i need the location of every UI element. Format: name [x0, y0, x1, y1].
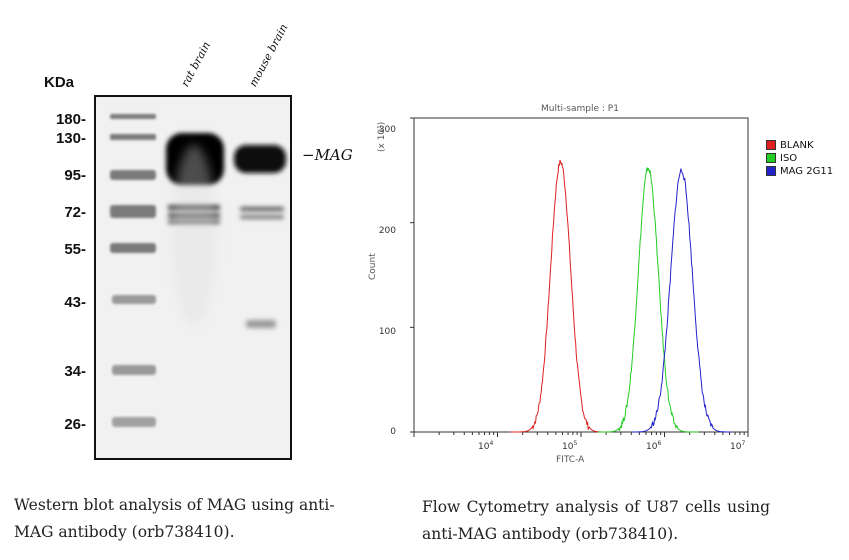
axis-ticks — [410, 117, 749, 437]
mw-marker-55: 55- — [64, 241, 86, 258]
y-axis-label: Count — [368, 253, 378, 280]
legend-item-blank: BLANK — [766, 140, 814, 152]
x-tick-label: 105 — [562, 440, 578, 452]
legend-item-mag-2g11: MAG 2G11 — [766, 166, 833, 178]
y-tick-label: 0 — [390, 427, 396, 437]
series-line-iso — [598, 167, 699, 433]
western-blot-caption: Western blot analysis of MAG using anti-… — [14, 496, 335, 541]
legend-swatch — [766, 153, 776, 163]
legend-swatch — [766, 140, 776, 150]
chart-title: Multi-sample : P1 — [541, 104, 619, 114]
x-tick-label: 106 — [646, 440, 662, 452]
mw-marker-95: 95- — [64, 167, 86, 184]
legend-swatch — [766, 166, 776, 176]
legend-item-iso: ISO — [766, 153, 797, 165]
mw-marker-26: 26- — [64, 416, 86, 433]
x-tick-label: 107 — [730, 440, 746, 452]
lane-mouse-brain-bands — [234, 145, 286, 328]
lane-label-rat-brain: rat brain — [178, 39, 214, 89]
y-tick-label: 200 — [378, 226, 396, 236]
y-tick-label: 300 — [378, 125, 396, 135]
lane-label-mouse-brain: mouse brain — [246, 21, 291, 90]
flow-cytometry-caption: Flow Cytometry analysis of U87 cells usi… — [422, 498, 770, 543]
mw-marker-72: 72- — [64, 204, 86, 221]
mw-marker-180: 180- — [55, 111, 86, 128]
series-line-mag-2g11 — [631, 168, 732, 433]
x-axis-label: FITC-A — [556, 455, 585, 465]
ladder-bands — [110, 114, 156, 427]
mag-band-label: −MAG — [302, 146, 353, 164]
y-tick-label: 100 — [378, 327, 396, 337]
flow-cytometry-chart — [410, 117, 749, 437]
histogram-series — [510, 159, 732, 433]
series-line-blank — [510, 159, 611, 433]
mw-marker-130: 130- — [55, 130, 86, 147]
kda-unit-label: KDa — [44, 74, 75, 91]
plot-frame — [413, 117, 749, 433]
mw-marker-34: 34- — [64, 363, 86, 380]
western-blot-image — [94, 95, 292, 460]
plot-border — [413, 117, 749, 433]
mw-marker-43: 43- — [64, 294, 86, 311]
x-tick-label: 104 — [478, 440, 494, 452]
